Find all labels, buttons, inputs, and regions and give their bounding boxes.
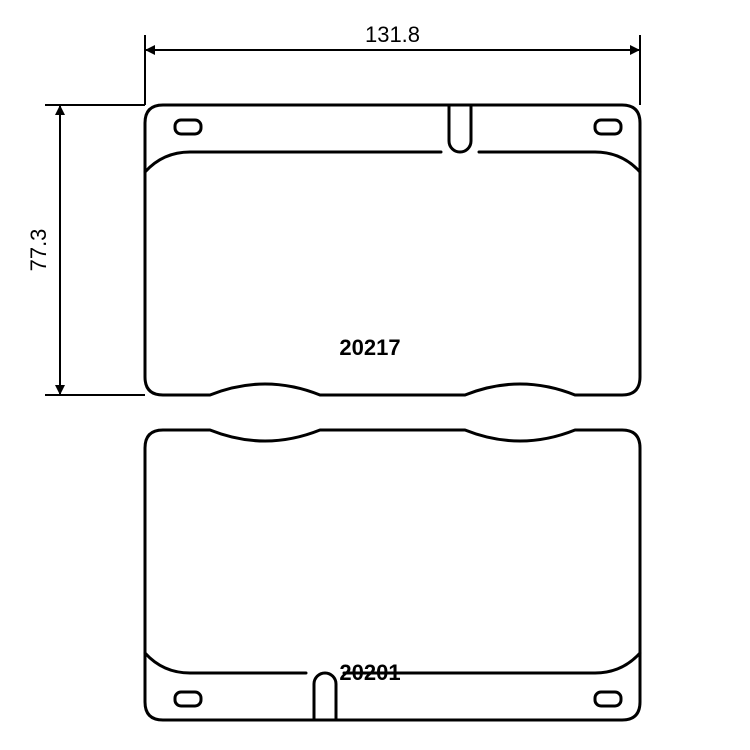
pad-top-slot-left [175,120,201,134]
pad-top-notch [449,105,471,152]
pad-bottom-notch [314,673,336,720]
pad-bottom-part-number: 20201 [339,660,400,685]
pad-bottom-slot-right [595,692,621,706]
dim-height-label: 77.3 [26,229,51,272]
pad-top-inner-line [145,152,640,172]
pad-top-slot-right [595,120,621,134]
pad-bottom-slot-left [175,692,201,706]
pad-top-part-number: 20217 [339,335,400,360]
dim-width-label: 131.8 [365,22,420,47]
